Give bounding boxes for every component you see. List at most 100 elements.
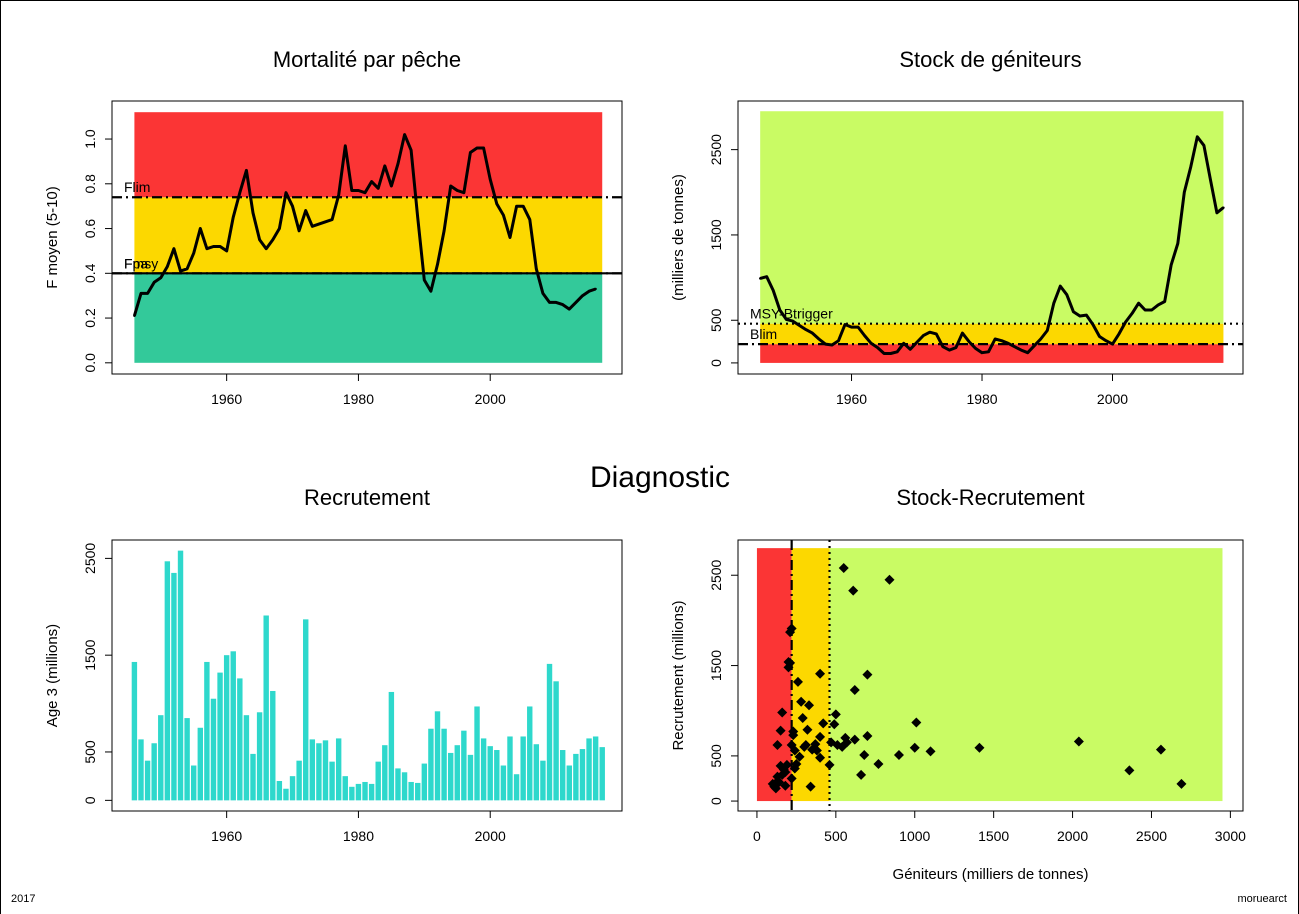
data-point-1976 [954, 346, 958, 349]
data-point-2005 [521, 204, 525, 208]
bar-1975 [322, 740, 329, 801]
bar-2009 [546, 663, 553, 801]
scatter-point [830, 709, 841, 720]
scatter-point [849, 734, 860, 745]
data-point-2011 [1183, 191, 1186, 194]
y-tick-label: 2500 [708, 134, 724, 165]
data-point-1973 [311, 225, 314, 228]
data-point-2000 [1111, 342, 1114, 346]
zone-band-orange [760, 323, 1224, 345]
scatter-point [807, 744, 818, 755]
data-point-1993 [1065, 293, 1069, 296]
zone-band-red [134, 112, 603, 198]
data-point-1950 [785, 318, 788, 321]
x-tick-label: 1960 [211, 828, 242, 844]
zone-band-lime [760, 111, 1224, 324]
data-point-2001 [1117, 332, 1121, 336]
bar-1959 [217, 672, 223, 801]
bar-1992 [434, 711, 441, 801]
data-point-1954 [185, 267, 189, 271]
bar-1973 [309, 739, 316, 801]
bar-2008 [540, 760, 546, 801]
x-axis-label: Géniteurs (milliers de tonnes) [893, 866, 1089, 883]
scatter-point [788, 730, 799, 741]
data-point-1966 [889, 352, 892, 355]
data-point-2014 [1202, 144, 1206, 147]
scatter-point [925, 746, 936, 757]
footer-stock-code: moruearct [1237, 893, 1287, 905]
bar-1955 [191, 765, 197, 801]
bar-1966 [263, 615, 269, 801]
data-point-1957 [830, 343, 834, 347]
panel-recruitment: Recrutement 1960 1980 2000 0 500 1500 2500 Age 3… [44, 485, 623, 844]
data-point-1964 [876, 346, 879, 349]
scatter-point [840, 732, 851, 743]
data-point-1950 [159, 276, 162, 279]
data-point-1986 [396, 162, 400, 165]
data-point-1949 [778, 308, 781, 312]
data-point-1947 [765, 275, 768, 278]
data-point-1994 [1072, 310, 1075, 313]
bar-1961 [230, 651, 236, 801]
data-point-1993 [442, 229, 446, 232]
bar-1993 [441, 728, 447, 801]
y-tick-label: 0 [82, 796, 98, 804]
x-tick-label: 1500 [978, 828, 1009, 844]
scatter-point [829, 719, 840, 730]
bar-2014 [579, 749, 586, 801]
data-point-1964 [251, 211, 255, 215]
data-point-2011 [561, 303, 564, 306]
data-point-1980 [980, 351, 984, 354]
scatter-point [1176, 778, 1187, 789]
y-axis-label: (milliers de tonnes) [670, 174, 687, 301]
bar-1996 [461, 730, 467, 801]
scatter-point [862, 731, 873, 742]
scatter-point [815, 731, 826, 742]
data-point-2001 [495, 202, 499, 206]
scatter-point [796, 696, 807, 707]
bar-1953 [177, 550, 184, 801]
data-point-1969 [909, 348, 912, 351]
data-point-1985 [1013, 345, 1016, 348]
data-point-1960 [850, 325, 853, 329]
data-point-1967 [895, 350, 899, 354]
scatter-point [815, 668, 826, 679]
bar-1971 [296, 760, 302, 801]
data-point-1992 [1059, 284, 1062, 288]
scatter-point [824, 759, 835, 770]
panel-title: Stock de géniteurs [899, 47, 1081, 72]
data-point-1979 [350, 189, 354, 192]
data-point-1998 [475, 146, 479, 150]
bar-1984 [382, 745, 388, 801]
scatter-point [780, 780, 791, 791]
x-tick-label: 1980 [966, 391, 997, 407]
data-point-1979 [974, 347, 977, 350]
data-point-1997 [469, 151, 472, 154]
scatter-point [1073, 736, 1084, 747]
data-point-1998 [1098, 335, 1101, 338]
scatter-point [785, 627, 796, 638]
data-point-2004 [515, 204, 518, 208]
bar-1967 [270, 690, 276, 801]
data-point-2007 [535, 267, 538, 271]
bar-2013 [573, 753, 579, 801]
bar-2017 [599, 747, 605, 801]
data-point-1954 [811, 331, 814, 335]
footer-year: 2017 [11, 893, 36, 905]
bar-2010 [553, 681, 559, 801]
bar-1969 [283, 788, 289, 801]
data-point-1989 [1039, 337, 1042, 341]
data-point-2007 [1156, 303, 1160, 307]
bar-1949 [151, 743, 157, 801]
bar-1956 [197, 727, 203, 801]
data-point-2000 [489, 178, 492, 181]
scatter-point [799, 741, 810, 752]
data-point-2013 [1196, 135, 1199, 139]
data-point-2010 [554, 301, 558, 304]
y-tick-label: 0 [708, 797, 724, 805]
plot-box [737, 100, 1244, 375]
data-point-1984 [1006, 342, 1010, 345]
scatter-point [848, 585, 859, 596]
bar-1997 [467, 754, 474, 801]
